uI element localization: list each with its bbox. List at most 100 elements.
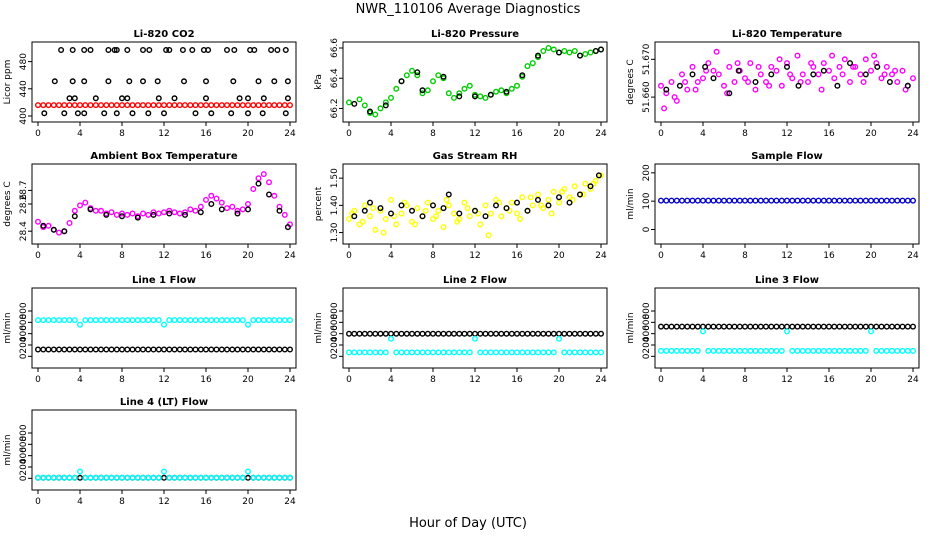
data-point <box>419 349 426 356</box>
data-point <box>111 47 118 54</box>
data-point <box>899 67 906 74</box>
data-point <box>873 197 880 204</box>
data-point <box>255 474 262 481</box>
y-tick-label: 800 <box>19 424 29 441</box>
x-tick-label: 4 <box>388 375 394 385</box>
data-point <box>673 323 680 330</box>
data-point <box>87 317 94 324</box>
data-point <box>721 347 728 354</box>
x-tick-label: 0 <box>346 251 352 261</box>
data-point <box>514 82 521 89</box>
data-point <box>155 210 162 217</box>
data-point <box>118 102 125 109</box>
data-point <box>768 197 775 204</box>
data-point <box>571 330 578 337</box>
data-point <box>81 47 88 54</box>
x-tick-label: 0 <box>346 129 352 139</box>
data-point <box>281 211 288 218</box>
data-point <box>889 71 896 78</box>
y-tick-label: 1.50 <box>330 168 340 188</box>
data-point <box>663 197 670 204</box>
data-point <box>535 349 542 356</box>
data-point <box>886 78 893 85</box>
data-point <box>45 346 52 353</box>
data-point <box>134 317 141 324</box>
data-point <box>836 197 843 204</box>
data-point <box>514 210 521 217</box>
y-tick-label: 440 <box>19 80 29 97</box>
data-point <box>566 330 573 337</box>
x-tick-label: 20 <box>553 375 565 385</box>
data-point <box>87 474 94 481</box>
data-point <box>166 102 173 109</box>
data-point <box>503 330 510 337</box>
data-point <box>223 47 230 54</box>
data-point <box>382 349 389 356</box>
data-point <box>58 47 65 54</box>
x-tick-label: 24 <box>284 129 296 139</box>
data-point <box>166 47 173 54</box>
data-point <box>658 347 665 354</box>
x-tick-label: 4 <box>700 129 706 139</box>
data-point <box>76 202 83 209</box>
data-point <box>118 213 125 220</box>
chart-panel-5: Sample Flow 0 4 8 12 16 20 24 0 100 200 ml/min <box>626 151 920 261</box>
data-point <box>213 102 220 109</box>
data-point <box>181 209 188 216</box>
data-point <box>367 213 374 220</box>
data-point <box>820 323 827 330</box>
y-axis-label: ml/min <box>626 188 636 219</box>
data-point <box>244 110 251 117</box>
data-point <box>361 207 368 214</box>
data-point <box>45 474 52 481</box>
data-point <box>598 46 605 53</box>
data-point <box>160 468 167 475</box>
x-tick-label: 4 <box>388 129 394 139</box>
data-point <box>784 328 791 335</box>
data-point <box>472 330 479 337</box>
data-point <box>689 323 696 330</box>
data-point <box>218 317 225 324</box>
data-point <box>433 213 440 220</box>
data-point <box>66 219 73 226</box>
data-point <box>571 349 578 356</box>
data-point <box>440 224 447 231</box>
data-point <box>134 346 141 353</box>
data-point <box>81 78 88 85</box>
data-point <box>559 188 566 195</box>
data-point <box>124 211 131 218</box>
data-point <box>545 330 552 337</box>
data-point <box>205 47 212 54</box>
y-axis-label: ml/min <box>314 312 324 343</box>
data-point <box>244 346 251 353</box>
data-point <box>799 347 806 354</box>
x-tick-label: 20 <box>553 251 565 261</box>
data-point <box>346 349 353 356</box>
data-point <box>181 102 188 109</box>
data-point <box>795 82 802 89</box>
data-point <box>768 63 775 70</box>
data-point <box>145 346 152 353</box>
data-point <box>889 323 896 330</box>
data-point <box>566 349 573 356</box>
series-cyan <box>658 328 917 354</box>
data-point <box>742 75 749 82</box>
data-point <box>857 347 864 354</box>
data-point <box>171 95 178 102</box>
data-point <box>208 474 215 481</box>
x-tick-label: 4 <box>77 375 83 385</box>
data-point <box>403 72 410 79</box>
data-point <box>477 221 484 228</box>
data-point <box>454 218 461 225</box>
data-point <box>580 191 587 198</box>
data-point <box>197 203 204 210</box>
series-black <box>66 95 291 102</box>
data-point <box>71 317 78 324</box>
data-point <box>435 330 442 337</box>
data-point <box>810 323 817 330</box>
data-point <box>202 317 209 324</box>
data-point <box>755 63 762 70</box>
data-point <box>97 474 104 481</box>
data-point <box>419 330 426 337</box>
data-point <box>356 349 363 356</box>
